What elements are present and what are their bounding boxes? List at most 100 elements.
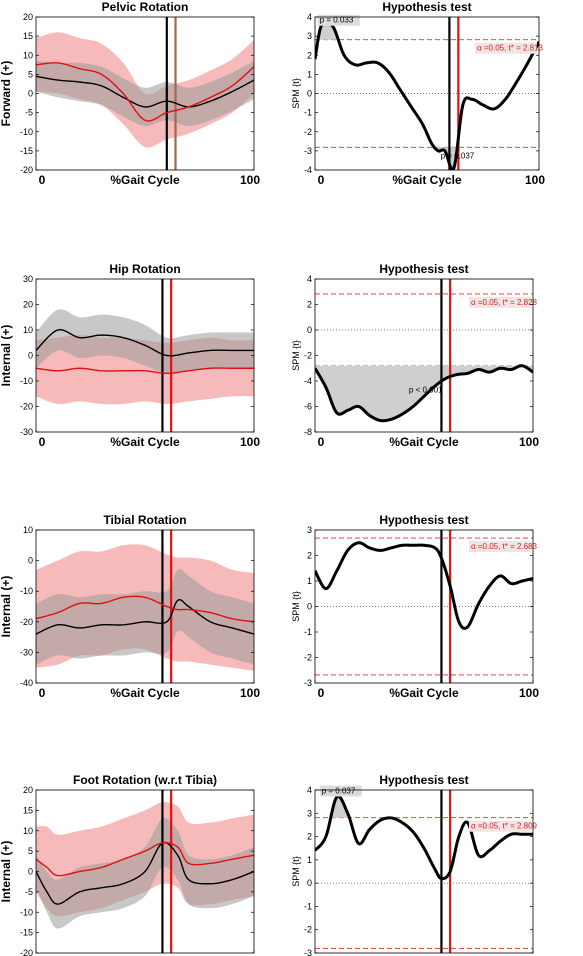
y-tick-label: 5 xyxy=(28,846,33,856)
x-tick-label: 100 xyxy=(519,686,539,700)
plot-area xyxy=(315,17,539,170)
svg-text:α =0.05, t* = 2.683: α =0.05, t* = 2.683 xyxy=(471,542,538,551)
y-tick-label: 4 xyxy=(307,12,312,22)
y-tick-label: -10 xyxy=(20,907,33,917)
y-tick-label: -1 xyxy=(304,901,312,911)
y-tick-label: -10 xyxy=(20,586,33,596)
y-tick-label: -3 xyxy=(304,948,312,956)
y-tick-label: 30 xyxy=(23,274,33,284)
y-tick-label: -8 xyxy=(304,427,312,437)
y-tick-label: 2 xyxy=(307,50,312,60)
y-axis-label: SPM {t} xyxy=(291,340,301,371)
plot-area xyxy=(36,790,254,953)
y-tick-label: 0 xyxy=(307,878,312,888)
y-tick-label: 1 xyxy=(307,69,312,79)
spm-t-curve xyxy=(315,364,533,423)
y-tick-label: 4 xyxy=(307,785,312,795)
chart-title: Pelvic Rotation xyxy=(102,0,189,14)
y-tick-label: 1 xyxy=(307,855,312,865)
grey-mean-line xyxy=(36,598,254,635)
y-tick-label: 20 xyxy=(23,300,33,310)
y-axis-label: Internal (+) xyxy=(0,576,13,638)
plot-area xyxy=(36,530,254,683)
y-tick-label: -20 xyxy=(20,402,33,412)
y-tick-label: -10 xyxy=(20,127,33,137)
x-tick-label: 0 xyxy=(39,173,46,187)
alpha-label: α =0.05, t* = 2.828 xyxy=(469,296,538,308)
chart-3: -30 -20 -10 0 10 20 30 0 100 %Gait Cycle Hip Rotat… xyxy=(0,262,260,449)
x-tick-label: 100 xyxy=(519,435,539,449)
svg-text:α =0.05, t* = 2.813: α =0.05, t* = 2.813 xyxy=(477,44,544,53)
x-tick-label: 0 xyxy=(318,435,325,449)
y-tick-label: -15 xyxy=(20,146,33,156)
svg-text:α =0.05, t* = 2.828: α =0.05, t* = 2.828 xyxy=(471,298,538,307)
y-tick-label: -40 xyxy=(20,678,33,688)
y-tick-label: 0 xyxy=(307,325,312,335)
grey-mean-line xyxy=(36,841,254,905)
svg-text:α =0.05, t* = 2.809: α =0.05, t* = 2.809 xyxy=(471,822,538,831)
grey-sd-band xyxy=(36,818,254,929)
chart-4: α =0.05, t* = 2.828 p < 0.001 -8 -6 -4 -2 0 2 4 0… xyxy=(291,262,539,449)
plot-area xyxy=(315,790,533,953)
p-value-label: p = 0.033 xyxy=(317,14,360,26)
y-tick-label: -30 xyxy=(20,647,33,657)
plot-area xyxy=(315,530,533,683)
chart-2: α =0.05, t* = 2.813 p = 0.033 p = 0.037 -4 -… xyxy=(291,0,545,187)
y-tick-label: -1 xyxy=(304,108,312,118)
alpha-label: α =0.05, t* = 2.813 xyxy=(475,42,544,54)
suprathreshold-cluster xyxy=(318,21,338,40)
alpha-label: α =0.05, t* = 2.683 xyxy=(469,541,538,553)
grey-sd-band xyxy=(36,569,254,665)
y-tick-label: 4 xyxy=(307,274,312,284)
chart-title: Hypothesis test xyxy=(379,773,468,787)
y-tick-label: 1 xyxy=(307,576,312,586)
y-tick-label: 2 xyxy=(307,832,312,842)
y-tick-label: -4 xyxy=(304,376,312,386)
y-tick-label: -2 xyxy=(304,925,312,935)
x-tick-label: 0 xyxy=(39,686,46,700)
y-tick-label: 3 xyxy=(307,808,312,818)
y-axis-label: Internal (+) xyxy=(0,325,13,387)
y-tick-label: 3 xyxy=(307,31,312,41)
y-tick-label: 10 xyxy=(23,325,33,335)
chart-title: Foot Rotation (w.r.t Tibia) xyxy=(73,773,217,787)
grey-sd-band xyxy=(36,309,254,374)
y-tick-label: 10 xyxy=(23,50,33,60)
suprathreshold-cluster xyxy=(315,366,520,421)
x-tick-label: 100 xyxy=(525,173,545,187)
y-tick-label: 20 xyxy=(23,12,33,22)
x-axis-label: %Gait Cycle xyxy=(389,686,459,700)
p-value-label: p = 0.037 xyxy=(441,152,475,161)
y-axis-label: Internal (+) xyxy=(0,841,13,903)
y-tick-label: 0 xyxy=(28,867,33,877)
chart-title: Hypothesis test xyxy=(379,262,468,276)
x-tick-label: 100 xyxy=(240,686,260,700)
y-tick-label: -4 xyxy=(304,165,312,175)
chart-1: -20 -15 -10 -5 0 5 10 15 20 0 100 %Gait Cycle Pelvic… xyxy=(0,0,260,187)
y-axis-label: SPM {t} xyxy=(291,78,301,109)
plot-area xyxy=(315,279,533,432)
chart-title: Tibial Rotation xyxy=(103,513,186,527)
suprathreshold-cluster xyxy=(434,147,457,170)
spm-t-curve xyxy=(315,794,533,881)
y-tick-label: 2 xyxy=(307,300,312,310)
y-tick-label: -20 xyxy=(20,165,33,175)
y-tick-label: 5 xyxy=(28,69,33,79)
red-mean-line xyxy=(36,595,254,623)
x-tick-label: 0 xyxy=(318,686,325,700)
y-tick-label: -5 xyxy=(25,108,33,118)
y-tick-label: -3 xyxy=(304,146,312,156)
y-tick-label: -20 xyxy=(20,948,33,956)
x-tick-label: 0 xyxy=(318,173,325,187)
x-axis-label: %Gait Cycle xyxy=(110,435,180,449)
spm-t-curve xyxy=(315,20,539,170)
axes-frame xyxy=(314,789,534,954)
svg-text:p < 0.001: p < 0.001 xyxy=(409,385,443,394)
y-tick-label: 15 xyxy=(23,31,33,41)
y-tick-label: 0 xyxy=(307,602,312,612)
chart-6: α =0.05, t* = 2.683 -3 -2 -1 0 1 2 3 0 100 %Gait C… xyxy=(291,513,539,700)
